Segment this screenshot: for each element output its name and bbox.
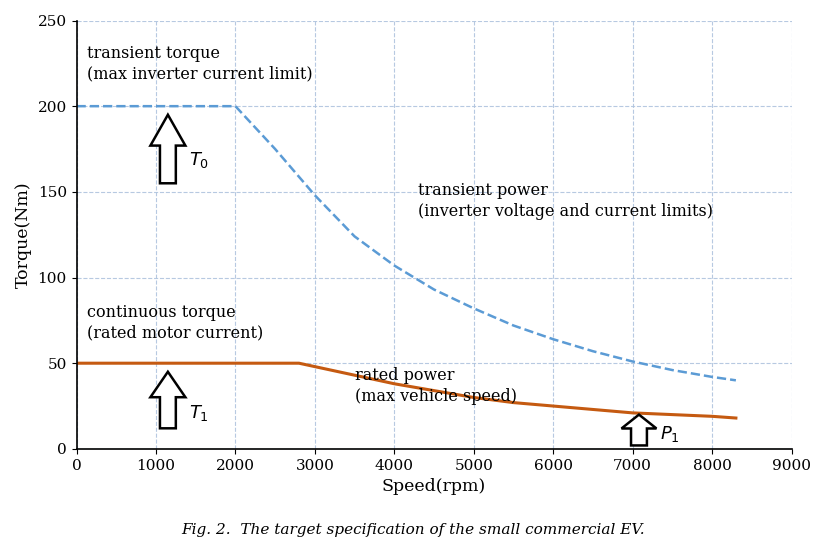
Polygon shape xyxy=(150,115,185,183)
Text: transient power: transient power xyxy=(418,182,548,199)
Text: (max vehicle speed): (max vehicle speed) xyxy=(354,388,516,405)
X-axis label: Speed(rpm): Speed(rpm) xyxy=(382,478,487,495)
Text: continuous torque: continuous torque xyxy=(87,304,235,321)
Polygon shape xyxy=(150,372,185,429)
Text: Fig. 2.  The target specification of the small commercial EV.: Fig. 2. The target specification of the … xyxy=(181,524,645,537)
Text: $T_0$: $T_0$ xyxy=(188,150,209,170)
Polygon shape xyxy=(621,415,657,446)
Text: (inverter voltage and current limits): (inverter voltage and current limits) xyxy=(418,203,713,220)
Text: transient torque: transient torque xyxy=(87,45,220,62)
Text: $T_1$: $T_1$ xyxy=(188,403,208,423)
Y-axis label: Torque(Nm): Torque(Nm) xyxy=(15,182,32,288)
Text: (max inverter current limit): (max inverter current limit) xyxy=(87,66,312,83)
Text: $P_1$: $P_1$ xyxy=(660,424,679,444)
Text: (rated motor current): (rated motor current) xyxy=(87,324,263,342)
Text: rated power: rated power xyxy=(354,367,454,384)
